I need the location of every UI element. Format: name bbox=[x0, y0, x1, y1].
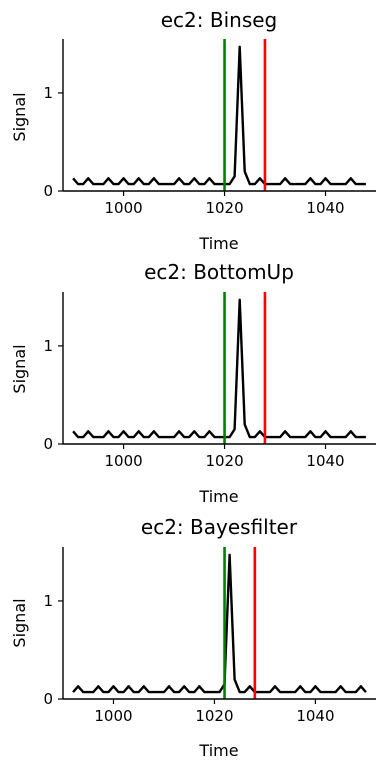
y-axis-label: Signal bbox=[10, 598, 29, 647]
chart-panel-bayesfilter: ec2: Bayesfilter 1000 1020 1040 0 1 Time Sig… bbox=[10, 515, 376, 760]
chart-panel-bottomup: ec2: BottomUp 1000 1020 1040 0 1 Time Signal bbox=[10, 260, 376, 506]
x-axis-label: Time bbox=[198, 234, 238, 253]
x-tick-label: 1040 bbox=[306, 199, 344, 217]
plot-area: 1000 1020 1040 0 1 bbox=[43, 292, 376, 470]
y-tick-label: 0 bbox=[43, 690, 53, 708]
x-tick-label: 1040 bbox=[306, 452, 344, 470]
plot-area: 1000 1020 1040 0 1 bbox=[43, 547, 376, 725]
y-tick-label: 0 bbox=[43, 435, 53, 453]
chart-title: ec2: BottomUp bbox=[144, 260, 294, 284]
x-axis-label: Time bbox=[198, 487, 238, 506]
y-tick-label: 1 bbox=[43, 84, 53, 102]
plot-area: 1000 1020 1040 0 1 bbox=[43, 39, 376, 217]
signal-series-line bbox=[72, 553, 367, 694]
y-axis-label: Signal bbox=[10, 92, 29, 141]
x-axis-label: Time bbox=[198, 741, 238, 760]
signal-series-line bbox=[72, 298, 366, 439]
y-axis-label: Signal bbox=[10, 344, 29, 393]
x-tick-label: 1000 bbox=[104, 452, 142, 470]
y-tick-label: 1 bbox=[43, 337, 53, 355]
y-tick-label: 1 bbox=[43, 592, 53, 610]
x-tick-label: 1020 bbox=[205, 452, 243, 470]
x-tick-label: 1000 bbox=[104, 199, 142, 217]
chart-panel-binseg: ec2: Binseg 1000 1020 1040 0 1 Time Signal bbox=[10, 8, 376, 253]
x-tick-label: 1000 bbox=[94, 707, 132, 725]
signal-series-line bbox=[72, 45, 366, 186]
x-tick-label: 1040 bbox=[296, 707, 334, 725]
chart-title: ec2: Binseg bbox=[161, 8, 278, 32]
y-tick-label: 0 bbox=[43, 182, 53, 200]
x-tick-label: 1020 bbox=[195, 707, 233, 725]
x-tick-label: 1020 bbox=[205, 199, 243, 217]
chart-title: ec2: Bayesfilter bbox=[141, 515, 298, 539]
